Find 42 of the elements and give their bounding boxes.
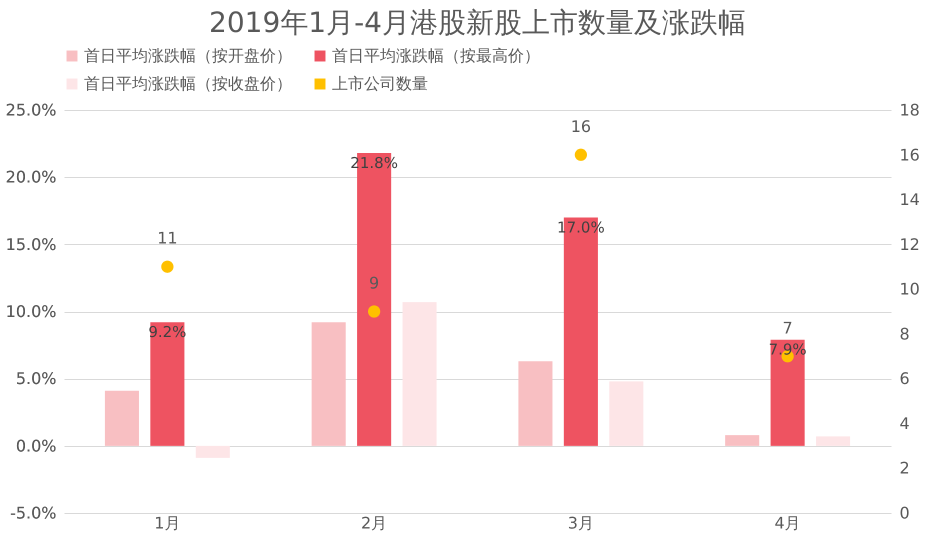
point [574,148,587,161]
y-tick-label: -5.0% [10,504,56,522]
bar [725,435,760,446]
bar [609,381,644,446]
y-tick-label: 5.0% [16,369,56,388]
x-tick-label: 1月 [154,514,180,532]
legend-label: 首日平均涨跌幅（按收盘价） [84,74,292,93]
bar [518,361,552,446]
bar [312,322,346,446]
y2-tick-label: 10 [900,280,920,299]
y2-tick-label: 16 [900,145,920,164]
y2-tick-label: 6 [900,369,910,388]
legend-label: 首日平均涨跌幅（按开盘价） [84,46,292,65]
legend-label: 首日平均涨跌幅（按最高价） [332,46,540,65]
y2-tick-label: 14 [900,190,920,210]
data-label: 16 [570,116,592,136]
data-label: 7 [782,318,793,338]
bar [104,390,139,446]
y2-tick-label: 4 [900,414,910,433]
data-label: 9 [369,274,380,292]
y2-tick-label: 8 [900,324,910,344]
point [368,305,380,318]
data-label: 11 [157,228,178,248]
point [161,260,174,273]
y2-tick-label: 2 [900,458,910,478]
y-tick-label: 15.0% [6,234,56,254]
bar [816,436,850,446]
y2-tick-label: 12 [900,234,920,254]
legend-label: 上市公司数量 [332,74,428,93]
y2-tick-label: 0 [900,504,910,522]
bar [196,446,230,458]
y-tick-label: 25.0% [6,100,56,120]
bar [150,322,184,446]
x-tick-label: 4月 [774,514,801,532]
chart-title: 2019年1月-4月港股新股上市数量及涨跌幅 [209,6,746,39]
y-tick-label: 0.0% [16,436,56,456]
bar [402,302,437,446]
x-tick-label: 2月 [361,514,388,532]
y2-tick-label: 18 [900,100,920,120]
x-tick-label: 3月 [568,514,594,532]
y-tick-label: 20.0% [6,168,56,187]
y-tick-label: 10.0% [6,302,56,321]
